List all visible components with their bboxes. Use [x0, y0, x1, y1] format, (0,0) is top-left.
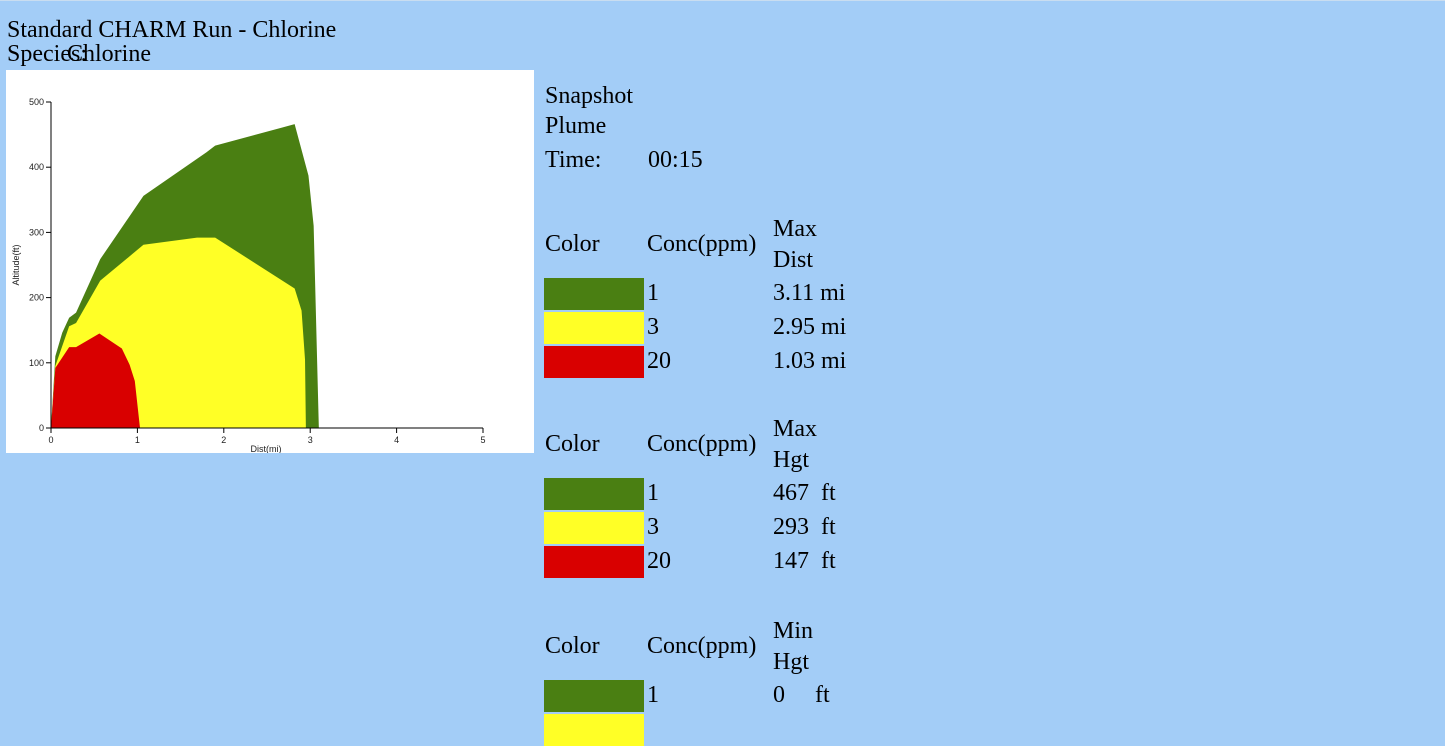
y-tick-label: 500 [29, 97, 44, 107]
plume-chart-svg: 0 1 2 3 4 5 0 100 200 300 400 500 Dist(mi) Altitude(f… [11, 97, 486, 454]
time-label: Time: [545, 147, 602, 173]
species-label: Species: [7, 41, 87, 67]
plume-chart: 0 1 2 3 4 5 0 100 200 300 400 500 Dist(mi) Altitude(f… [6, 70, 534, 454]
x-tick-label: 3 [308, 435, 313, 445]
column-header-value-line2: Dist [773, 247, 814, 273]
color-swatch [544, 312, 644, 344]
measure-value: 3.11 mi [773, 280, 846, 306]
x-tick-label: 1 [135, 435, 140, 445]
measure-value: 1.03 mi [773, 348, 847, 374]
color-swatch [544, 546, 644, 578]
x-tick-label: 4 [394, 435, 399, 445]
conc-value: 3 [647, 514, 659, 540]
color-swatch [544, 346, 644, 378]
x-tick-label: 0 [48, 435, 53, 445]
conc-value: 1 [647, 480, 659, 506]
y-axis-label: Altitude(ft) [11, 244, 21, 285]
y-tick-label: 100 [29, 358, 44, 368]
column-header-value-line1: Max [773, 216, 817, 242]
measure-value: 467 ft [773, 480, 836, 506]
conc-value: 20 [647, 548, 671, 574]
column-header-conc: Conc(ppm) [647, 633, 757, 659]
species-value: Chlorine [67, 41, 151, 67]
y-tick-label: 200 [29, 293, 44, 303]
plume-area-2 [51, 333, 140, 428]
y-tick-label: 400 [29, 162, 44, 172]
plume-label: Plume [545, 113, 607, 139]
measure-value: 147 ft [773, 548, 836, 574]
y-tick-label: 0 [39, 423, 44, 433]
color-swatch [544, 278, 644, 310]
column-header-color: Color [545, 431, 600, 457]
column-header-color: Color [545, 231, 600, 257]
measure-value: 2.95 mi [773, 314, 847, 340]
time-value: 00:15 [648, 147, 703, 173]
column-header-value-line1: Min [773, 618, 814, 644]
color-swatch [544, 512, 644, 544]
column-header-value-line2: Hgt [773, 447, 809, 473]
column-header-conc: Conc(ppm) [647, 231, 757, 257]
x-axis-label: Dist(mi) [251, 444, 282, 453]
snapshot-label: Snapshot [545, 83, 634, 109]
conc-value: 3 [647, 314, 659, 340]
conc-value: 1 [647, 682, 659, 708]
x-tick-label: 5 [480, 435, 485, 445]
x-tick-label: 2 [221, 435, 226, 445]
column-header-conc: Conc(ppm) [647, 431, 757, 457]
column-header-value-line1: Max [773, 416, 817, 442]
conc-value: 1 [647, 280, 659, 306]
conc-value: 20 [647, 348, 671, 374]
page-title: Standard CHARM Run - Chlorine [7, 17, 337, 43]
measure-value: 0 ft [773, 682, 830, 708]
measure-value: 293 ft [773, 514, 836, 540]
color-swatch [544, 680, 644, 712]
color-swatch [544, 714, 644, 746]
y-tick-label: 300 [29, 227, 44, 237]
column-header-value-line2: Hgt [773, 649, 809, 675]
column-header-color: Color [545, 633, 600, 659]
color-swatch [544, 478, 644, 510]
